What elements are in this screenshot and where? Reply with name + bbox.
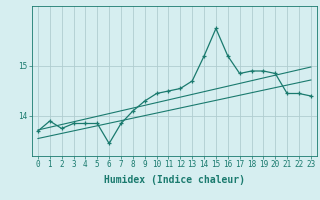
X-axis label: Humidex (Indice chaleur): Humidex (Indice chaleur) [104, 175, 245, 185]
